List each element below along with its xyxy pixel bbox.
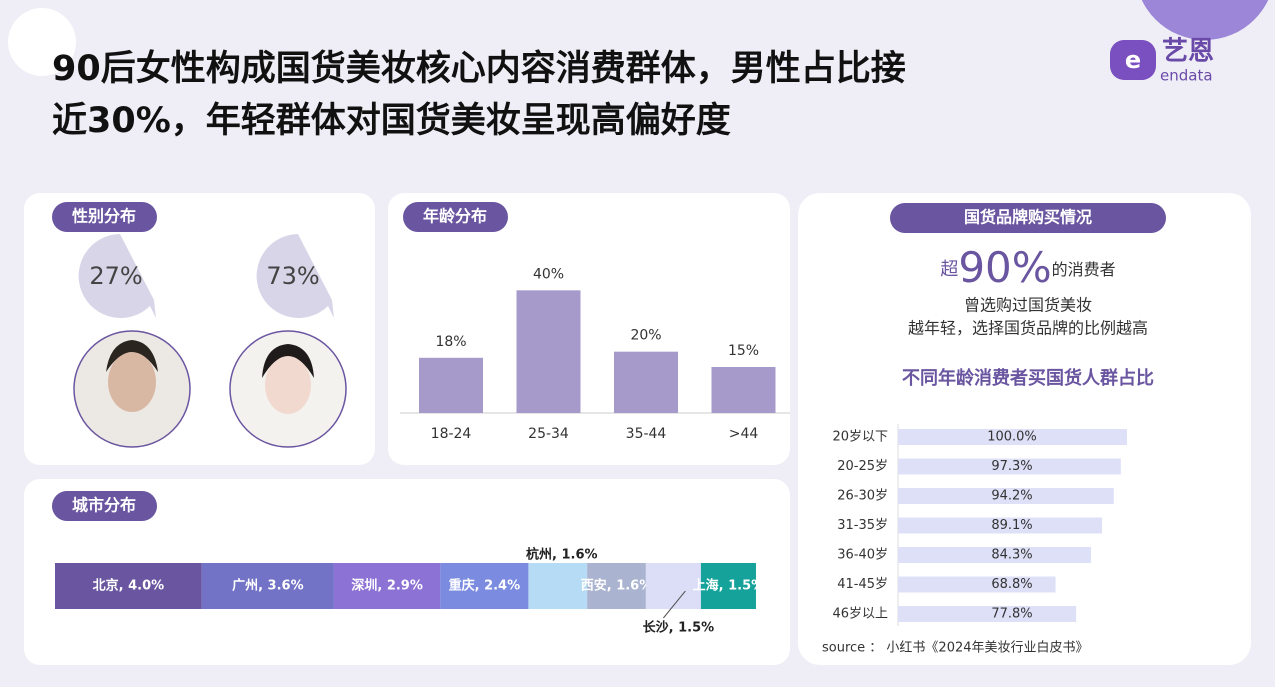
y-tick-label: 20岁以下 — [832, 430, 888, 445]
value-label: 94.2% — [991, 489, 1032, 504]
y-tick-label: 31-35岁 — [837, 518, 888, 533]
segment-label: 深圳, 2.9% — [351, 578, 423, 594]
value-label: 97.3% — [991, 459, 1032, 474]
logo: e 艺恩 endata — [1110, 37, 1214, 85]
segment-label: 杭州, 1.6% — [526, 547, 598, 563]
bubble — [78, 234, 156, 318]
logo-glyph: e — [1125, 46, 1141, 74]
y-tick-label: 26-30岁 — [837, 489, 888, 504]
pill — [403, 202, 508, 232]
segment-label: 广州, 3.6% — [232, 578, 304, 594]
bar — [614, 351, 678, 413]
panel-title: 年龄分布 — [423, 207, 487, 226]
segment — [645, 563, 701, 609]
leader-line — [663, 590, 686, 619]
panel-title: 城市分布 — [72, 496, 136, 515]
value-label: 20% — [630, 328, 661, 344]
source: source ： 小红书《2024年美妆行业白皮书》 — [822, 640, 1089, 656]
callout-prefix: 超 — [940, 259, 958, 280]
value-label: 89.1% — [991, 518, 1032, 533]
segment — [55, 563, 202, 609]
bar — [898, 429, 1127, 445]
bubble — [256, 234, 334, 318]
bar — [898, 547, 1092, 563]
panel-title: 性别分布 — [72, 207, 136, 226]
value-label: 15% — [728, 343, 759, 359]
segment-label: 西安, 1.6% — [581, 578, 653, 594]
x-tick-label: 18-24 — [431, 426, 472, 442]
panel-title: 国货品牌购买情况 — [964, 208, 1092, 227]
value-label: 40% — [533, 266, 564, 282]
note: 曾选购过国货美妆 — [964, 296, 1092, 315]
segment — [201, 563, 334, 609]
segment — [700, 563, 756, 609]
value-label: 68.8% — [991, 577, 1032, 592]
title-line: 90后女性构成国货美妆核心内容消费群体，男性占比接 — [52, 48, 906, 89]
bar — [711, 367, 776, 413]
bar — [516, 290, 581, 413]
bar — [898, 458, 1121, 475]
bar — [898, 517, 1103, 534]
pill — [52, 202, 157, 232]
segment-label: 上海, 1.5% — [693, 578, 765, 594]
title-line: 近30%，年轻群体对国货美妆呈现高偏好度 — [52, 101, 731, 141]
value-label: 77.8% — [991, 607, 1032, 622]
callout-value: 90% — [958, 243, 1051, 292]
pill — [52, 491, 157, 521]
segment-label: 重庆, 2.4% — [449, 578, 521, 594]
callout-suffix: 的消费者 — [1052, 260, 1116, 279]
panel — [388, 193, 790, 465]
note: 越年轻，选择国货品牌的比例越高 — [908, 319, 1148, 338]
value-label: 18% — [435, 334, 466, 350]
segment — [333, 563, 441, 609]
value-label: 84.3% — [991, 548, 1032, 563]
y-tick-label: 20-25岁 — [837, 459, 888, 474]
segment — [587, 563, 646, 609]
segment — [528, 563, 588, 609]
face — [108, 352, 156, 412]
pill — [890, 203, 1166, 233]
bar — [898, 606, 1077, 622]
bar — [898, 488, 1114, 504]
gender-share: 27% — [89, 262, 142, 290]
bar — [419, 357, 483, 413]
decor-circle — [1141, 0, 1269, 40]
hair — [106, 340, 158, 372]
x-tick-label: 25-34 — [528, 426, 569, 442]
logo-mark — [1110, 40, 1156, 80]
gender-visual — [73, 234, 347, 448]
y-tick-label: 36-40岁 — [837, 548, 888, 563]
logo-sub: endata — [1160, 67, 1213, 85]
subtitle: 不同年龄消费者买国货人群占比 — [902, 367, 1154, 389]
y-tick-label: 41-45岁 — [837, 577, 888, 592]
x-tick-label: >44 — [729, 426, 759, 442]
logo-text: 艺恩 — [1162, 37, 1214, 67]
hair — [262, 344, 314, 378]
gender-share: 73% — [266, 262, 319, 290]
bar — [898, 576, 1056, 593]
callout: 超90%的消费者 — [940, 243, 1115, 292]
segment — [440, 563, 529, 609]
decor-circle — [8, 8, 76, 76]
y-tick-label: 46岁以上 — [832, 607, 888, 622]
segment-label: 长沙, 1.5% — [643, 620, 715, 636]
face — [265, 356, 311, 414]
segment-label: 北京, 4.0% — [93, 578, 165, 594]
x-tick-label: 35-44 — [626, 426, 667, 442]
value-label: 100.0% — [987, 430, 1037, 445]
